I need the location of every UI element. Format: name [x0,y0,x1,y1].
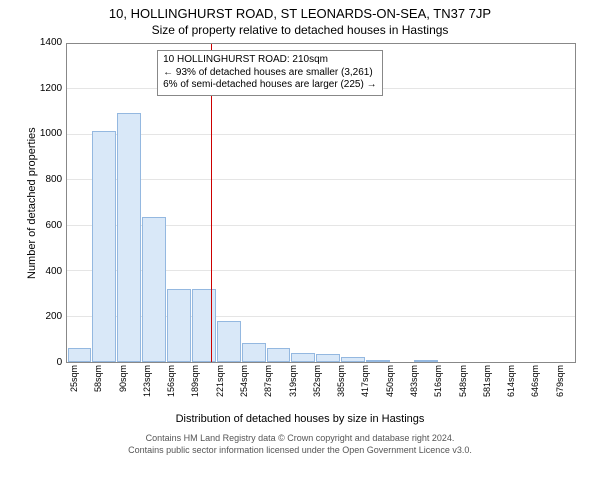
bar [414,360,438,362]
x-tick: 516sqm [433,365,457,409]
x-tick: 385sqm [336,365,360,409]
bar [68,348,92,362]
annotation-box: 10 HOLLINGHURST ROAD: 210sqm ← 93% of de… [157,50,382,96]
bar [267,348,291,362]
x-tick: 352sqm [312,365,336,409]
bar [192,289,216,362]
footer: Contains HM Land Registry data © Crown c… [128,433,472,456]
x-tick: 25sqm [69,365,93,409]
chart-subtitle: Size of property relative to detached ho… [152,23,449,37]
chart-title: 10, HOLLINGHURST ROAD, ST LEONARDS-ON-SE… [109,6,491,21]
x-tick: 287sqm [263,365,287,409]
x-tick: 483sqm [409,365,433,409]
y-axis-label: Number of detached properties [24,43,40,363]
x-tick: 581sqm [482,365,506,409]
bar [291,353,315,362]
bar [167,289,191,362]
x-tick: 319sqm [288,365,312,409]
x-tick: 123sqm [142,365,166,409]
footer-line-1: Contains HM Land Registry data © Crown c… [128,433,472,445]
bar [341,357,365,362]
footer-line-2: Contains public sector information licen… [128,445,472,457]
x-tick: 58sqm [93,365,117,409]
x-tick: 679sqm [555,365,579,409]
chart-container: 10, HOLLINGHURST ROAD, ST LEONARDS-ON-SE… [0,0,600,500]
annotation-line-3: 6% of semi-detached houses are larger (2… [163,79,376,92]
x-tick: 548sqm [458,365,482,409]
annotation-line-1: 10 HOLLINGHURST ROAD: 210sqm [163,54,376,67]
bar [92,131,116,362]
x-tick: 90sqm [118,365,142,409]
x-tick: 221sqm [215,365,239,409]
x-tick: 450sqm [385,365,409,409]
chart-row: Number of detached properties 1400120010… [24,43,576,363]
x-axis-ticks: 25sqm58sqm90sqm123sqm156sqm189sqm221sqm2… [69,365,579,409]
x-tick: 646sqm [530,365,554,409]
bar [242,343,266,362]
x-tick: 417sqm [360,365,384,409]
x-tick: 254sqm [239,365,263,409]
bar [117,113,141,362]
annotation-line-2: ← 93% of detached houses are smaller (3,… [163,67,376,80]
bar [142,217,166,362]
plot-area: 10 HOLLINGHURST ROAD: 210sqm ← 93% of de… [66,43,576,363]
x-tick: 614sqm [506,365,530,409]
x-axis-label: Distribution of detached houses by size … [176,413,425,425]
bar [217,321,241,362]
bar [366,360,390,362]
x-tick: 189sqm [190,365,214,409]
bar [316,354,340,362]
y-axis-ticks: 1400120010008006004002000 [40,43,66,363]
x-tick: 156sqm [166,365,190,409]
